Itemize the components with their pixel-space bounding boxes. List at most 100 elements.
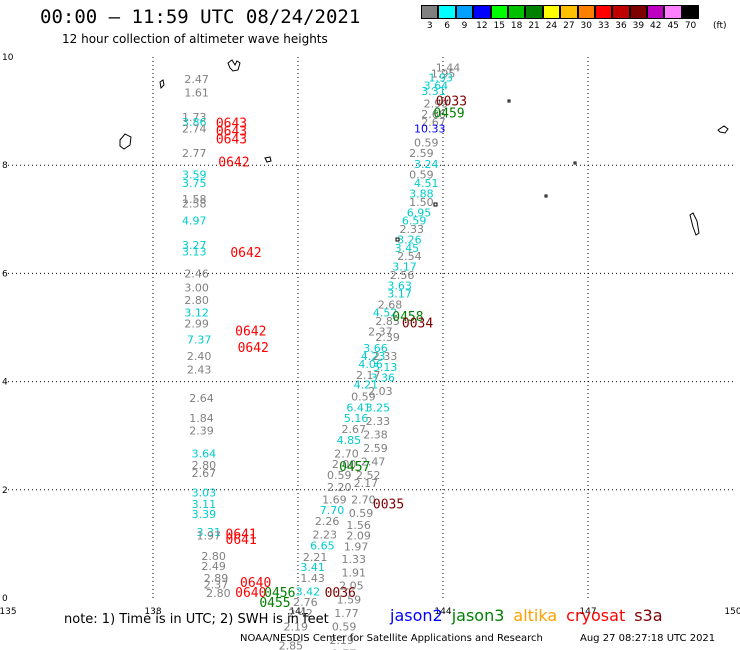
- island-outline: [395, 237, 400, 242]
- note-text: note: 1) Time is in UTC; 2) SWH is in fe…: [64, 612, 329, 627]
- wave-height-value: 2.09: [346, 530, 371, 543]
- wave-height-value: 2.68: [378, 299, 403, 312]
- wave-height-value: 2.33: [400, 223, 425, 236]
- wave-height-value: 1.91: [342, 566, 367, 579]
- color-scale-label: 70: [684, 21, 697, 31]
- wave-height-value: 4.06: [358, 358, 383, 371]
- wave-height-value: 2.85: [279, 639, 304, 650]
- wave-height-value: 4.23: [361, 350, 386, 363]
- pass-time-label: 0642: [235, 325, 266, 340]
- wave-height-value: 3.39: [192, 508, 217, 521]
- wave-height-value: 3.41: [300, 561, 325, 574]
- wave-height-value: 2.77: [182, 147, 207, 160]
- wave-height-value: 0.59: [349, 507, 374, 520]
- wave-height-value: 2.99: [184, 318, 209, 331]
- wave-height-value: 2.39: [375, 331, 400, 344]
- color-scale-label: 33: [597, 21, 610, 31]
- pass-time-label: 0459: [433, 107, 464, 122]
- wave-height-value: 2.42: [288, 607, 313, 620]
- color-scale-label: 9: [461, 21, 468, 31]
- wave-height-value: 3.42: [296, 585, 321, 598]
- legend-entry-s3a: s3a: [634, 606, 663, 625]
- wave-height-value: 2.03: [368, 385, 393, 398]
- color-swatch: [560, 5, 578, 19]
- wave-height-value: 2.67: [192, 467, 217, 480]
- wave-height-value: 0.59: [409, 169, 434, 182]
- wave-height-value: 3.27: [182, 239, 207, 252]
- wave-height-value: 2.54: [397, 250, 422, 263]
- x-tick-label: 144: [434, 607, 451, 617]
- wave-height-value: 2.47: [184, 73, 209, 86]
- y-tick-label: 8: [2, 161, 8, 171]
- pass-time-label: 0643: [216, 116, 247, 131]
- pass-time-label: 0642: [238, 341, 269, 356]
- wave-height-value: 2.89: [204, 572, 229, 585]
- wave-height-value: 0.59: [351, 391, 376, 404]
- wave-height-value: 2.43: [187, 363, 212, 376]
- color-swatch: [473, 5, 491, 19]
- wave-height-value: 3.66: [363, 342, 388, 355]
- color-swatch: [455, 5, 474, 19]
- wave-height-value: 3.86: [182, 116, 207, 129]
- wave-height-value: 1.77: [332, 648, 357, 650]
- wave-height-value: 2.17: [354, 477, 379, 490]
- wave-height-value: 1.97: [197, 530, 222, 543]
- wave-height-value: 2.56: [390, 269, 415, 282]
- wave-height-value: 2.20: [327, 481, 352, 494]
- wave-height-value: 1.84: [189, 412, 214, 425]
- wave-height-value: 2.33: [373, 350, 398, 363]
- pass-time-label: 0457: [339, 460, 370, 475]
- island-outline: [264, 156, 272, 163]
- color-swatch: [421, 5, 439, 19]
- y-tick-label: 0: [2, 594, 8, 604]
- wave-height-value: 2.85: [375, 315, 400, 328]
- wave-height-value: 2.37: [368, 326, 393, 339]
- pass-time-label: 0640: [240, 576, 271, 591]
- wave-height-value: 7.70: [320, 504, 345, 517]
- color-scale-swatches: [421, 5, 700, 19]
- page-subtitle: 12 hour collection of altimeter wave hei…: [62, 32, 328, 46]
- wave-height-value: 2.17: [356, 369, 381, 382]
- wave-height-value: 2.46: [184, 268, 209, 281]
- color-swatch: [647, 5, 665, 19]
- island-outline: [433, 202, 438, 207]
- wave-height-value: 1.93: [429, 71, 454, 84]
- wave-height-value: 2.21: [303, 551, 328, 564]
- wave-height-value: 2.33: [366, 415, 391, 428]
- pass-time-label: 0643: [216, 133, 247, 148]
- wave-height-value: 3.36: [371, 372, 396, 385]
- island-outline: [507, 99, 511, 103]
- color-scale-label: 30: [580, 21, 592, 31]
- wave-height-value: 3.11: [192, 498, 217, 511]
- page-title: 00:00 — 11:59 UTC 08/24/2021: [40, 6, 361, 28]
- wave-height-value: 1.43: [300, 572, 325, 585]
- x-tick-label: 147: [579, 607, 596, 617]
- wave-height-value: 0.59: [414, 136, 439, 149]
- pass-time-label: 0643: [216, 124, 247, 139]
- wave-height-value: 4.85: [337, 434, 362, 447]
- wave-height-values: 2.471.611.733.862.742.773.593.751.582.58…: [182, 62, 460, 650]
- credit-text: NOAA/NESDIS Center for Satellite Applica…: [240, 633, 543, 644]
- wave-height-value: 1.59: [337, 593, 362, 606]
- legend-entry-jason3: jason3: [451, 606, 505, 625]
- wave-height-value: 3.26: [397, 234, 422, 247]
- wave-height-value: 2.19: [284, 620, 309, 633]
- color-scale-label: 24: [545, 21, 558, 31]
- wave-height-value: 3.64: [424, 79, 449, 92]
- wave-height-value: 6.59: [402, 215, 427, 228]
- wave-height-value: 3.03: [192, 486, 217, 499]
- color-scale-label: 45: [667, 21, 679, 31]
- wave-height-value: 3.64: [192, 447, 217, 460]
- wave-height-value: 5.16: [344, 412, 369, 425]
- wave-height-value: 2.99: [424, 97, 449, 110]
- color-swatch: [629, 5, 648, 19]
- wave-height-value: 4.51: [414, 177, 439, 190]
- legend-entry-cryosat: cryosat: [566, 606, 626, 625]
- wave-height-value: 1.50: [409, 196, 434, 209]
- wave-height-value: 1.97: [344, 540, 369, 553]
- legend-entry-jason2: jason2: [390, 606, 443, 625]
- island-outline: [119, 133, 132, 150]
- wave-height-value: 1.44: [436, 62, 461, 75]
- timestamp: Aug 27 08:27:18 UTC 2021: [580, 633, 716, 644]
- wave-height-value: 3.13: [182, 246, 207, 259]
